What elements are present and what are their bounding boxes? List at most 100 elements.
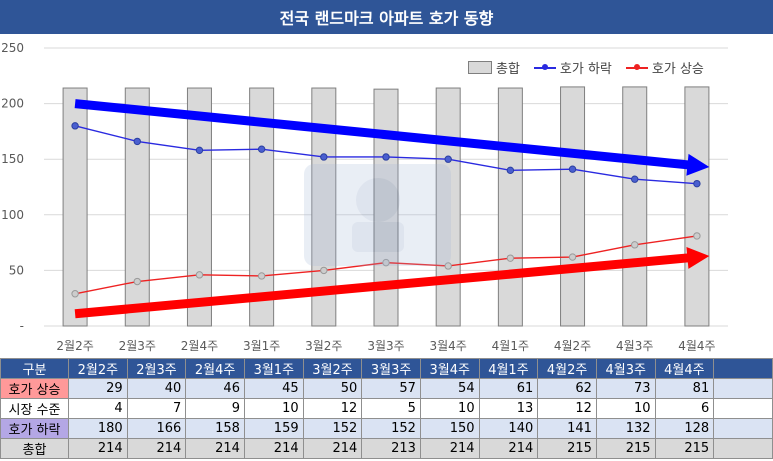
bar-total — [435, 87, 461, 327]
point-down — [568, 165, 577, 173]
table-cell: 10 — [243, 398, 304, 419]
x-tick-label: 2월4주 — [181, 339, 218, 353]
table-header-cell: 3월4주 — [419, 358, 480, 379]
table-header-empty — [713, 358, 773, 379]
table-cell: 46 — [185, 378, 245, 399]
x-tick-label: 3월3주 — [367, 339, 404, 353]
point-up — [693, 232, 701, 240]
table-cell: 40 — [126, 378, 187, 399]
table-cell: 5 — [361, 398, 421, 419]
table-cell: 214 — [185, 438, 245, 459]
table-cell: 9 — [185, 398, 245, 419]
table-header-cell: 구분 — [0, 358, 69, 379]
x-tick-label: 4월4주 — [678, 339, 715, 353]
bar-total — [622, 86, 648, 327]
table-cell: 57 — [361, 378, 421, 399]
table-cell: 13 — [478, 398, 539, 419]
point-down — [257, 145, 266, 153]
bar-total — [249, 87, 275, 327]
legend-label-total: 총합 — [496, 62, 520, 77]
bar-total — [560, 86, 586, 327]
table-cell: 29 — [68, 378, 128, 399]
point-down — [444, 155, 452, 163]
table-cell: 6 — [654, 398, 715, 419]
table-cell: 50 — [302, 378, 363, 399]
point-up — [506, 254, 515, 262]
bar-total — [186, 87, 212, 327]
table-header-cell: 2월3주 — [126, 358, 187, 379]
table-row: 총합 214 214 214 214 214 213 214 214 215 215 215 — [0, 438, 773, 459]
table-cell: 132 — [595, 418, 656, 439]
table-cell: 214 — [68, 438, 128, 459]
table-header-cell: 4월1주 — [478, 358, 539, 379]
point-up — [320, 266, 328, 275]
table-header-cell: 3월3주 — [361, 358, 421, 379]
row-label: 호가 하락 — [0, 418, 69, 439]
point-down — [133, 137, 141, 146]
table-cell: 214 — [419, 438, 480, 459]
point-up — [195, 271, 204, 279]
y-tick-label: 200 — [1, 97, 24, 111]
table-cell-empty — [713, 438, 773, 459]
trend-arrow-down — [74, 99, 710, 176]
table-row: 호가 상승 29 40 46 45 50 57 54 61 62 73 81 — [0, 378, 773, 399]
legend-label-down: 호가 하락 — [559, 62, 612, 77]
legend: 총합 호가 하락 호가 상승 — [468, 58, 712, 77]
table-header-cell: 4월2주 — [537, 358, 597, 379]
table-cell: 159 — [243, 418, 304, 439]
table-cell: 61 — [478, 378, 539, 399]
table-cell: 214 — [243, 438, 304, 459]
table-cell: 7 — [126, 398, 187, 419]
table-cell-empty — [713, 398, 773, 419]
table-cell: 4 — [68, 398, 128, 419]
row-label: 호가 상승 — [0, 378, 69, 399]
legend-swatch-up — [625, 62, 648, 73]
table-cell: 12 — [537, 398, 597, 419]
point-down — [693, 179, 701, 188]
table-cell: 166 — [126, 418, 187, 439]
x-tick-label: 3월1주 — [243, 339, 280, 353]
x-tick-label: 3월4주 — [430, 339, 467, 353]
x-tick-label: 3월2주 — [305, 339, 342, 353]
table-cell: 10 — [595, 398, 656, 419]
y-tick-label: 150 — [1, 152, 24, 166]
data-table: 구분 2월2주 2월3주 2월4주 3월1주 3월2주 3월3주 3월4주 4월1주 4월2주 4월… — [0, 358, 773, 459]
x-tick-label: 4월2주 — [554, 339, 591, 353]
table-cell: 10 — [419, 398, 480, 419]
table-row: 호가 하락 180 166 158 159 152 152 150 140 141 132 128 — [0, 418, 773, 439]
x-tick-label: 4월1주 — [492, 339, 529, 353]
table-cell: 73 — [595, 378, 656, 399]
table-cell: 81 — [654, 378, 715, 399]
table-cell: 152 — [361, 418, 421, 439]
point-up — [71, 290, 79, 298]
watermark-logo — [304, 164, 451, 266]
point-up — [382, 258, 390, 267]
table-cell: 62 — [537, 378, 597, 399]
bar-total — [124, 87, 150, 327]
bar-total — [497, 87, 523, 327]
legend-item-total: 총합 — [468, 58, 520, 77]
table-cell: 45 — [243, 378, 304, 399]
y-tick-label: 100 — [1, 208, 24, 222]
chart-area: - 50 100 150 200 250 2월2주 2월3주 2월4주 3월1주 3월2주 3월3주 3… — [1, 41, 728, 353]
chart-title-bar: 전국 랜드마크 아파트 호가 동향 — [0, 0, 773, 34]
table-cell: 54 — [419, 378, 480, 399]
table-cell: 215 — [654, 438, 715, 459]
row-label: 총합 — [0, 438, 69, 459]
bar-total — [684, 86, 710, 327]
chart-title: 전국 랜드마크 아파트 호가 동향 — [279, 9, 494, 28]
row-label: 시장 수준 — [0, 398, 69, 419]
legend-item-up: 호가 상승 — [625, 58, 704, 77]
y-tick-label: 250 — [1, 41, 24, 55]
point-up — [133, 277, 141, 286]
table-cell: 152 — [302, 418, 363, 439]
point-down — [506, 166, 515, 175]
legend-label-up: 호가 상승 — [651, 62, 704, 77]
point-down — [71, 122, 79, 130]
table-cell: 140 — [478, 418, 539, 439]
table-cell: 141 — [537, 418, 597, 439]
point-down — [382, 153, 390, 161]
legend-swatch-down — [533, 62, 556, 73]
table-cell: 180 — [68, 418, 128, 439]
table-cell: 215 — [537, 438, 597, 459]
